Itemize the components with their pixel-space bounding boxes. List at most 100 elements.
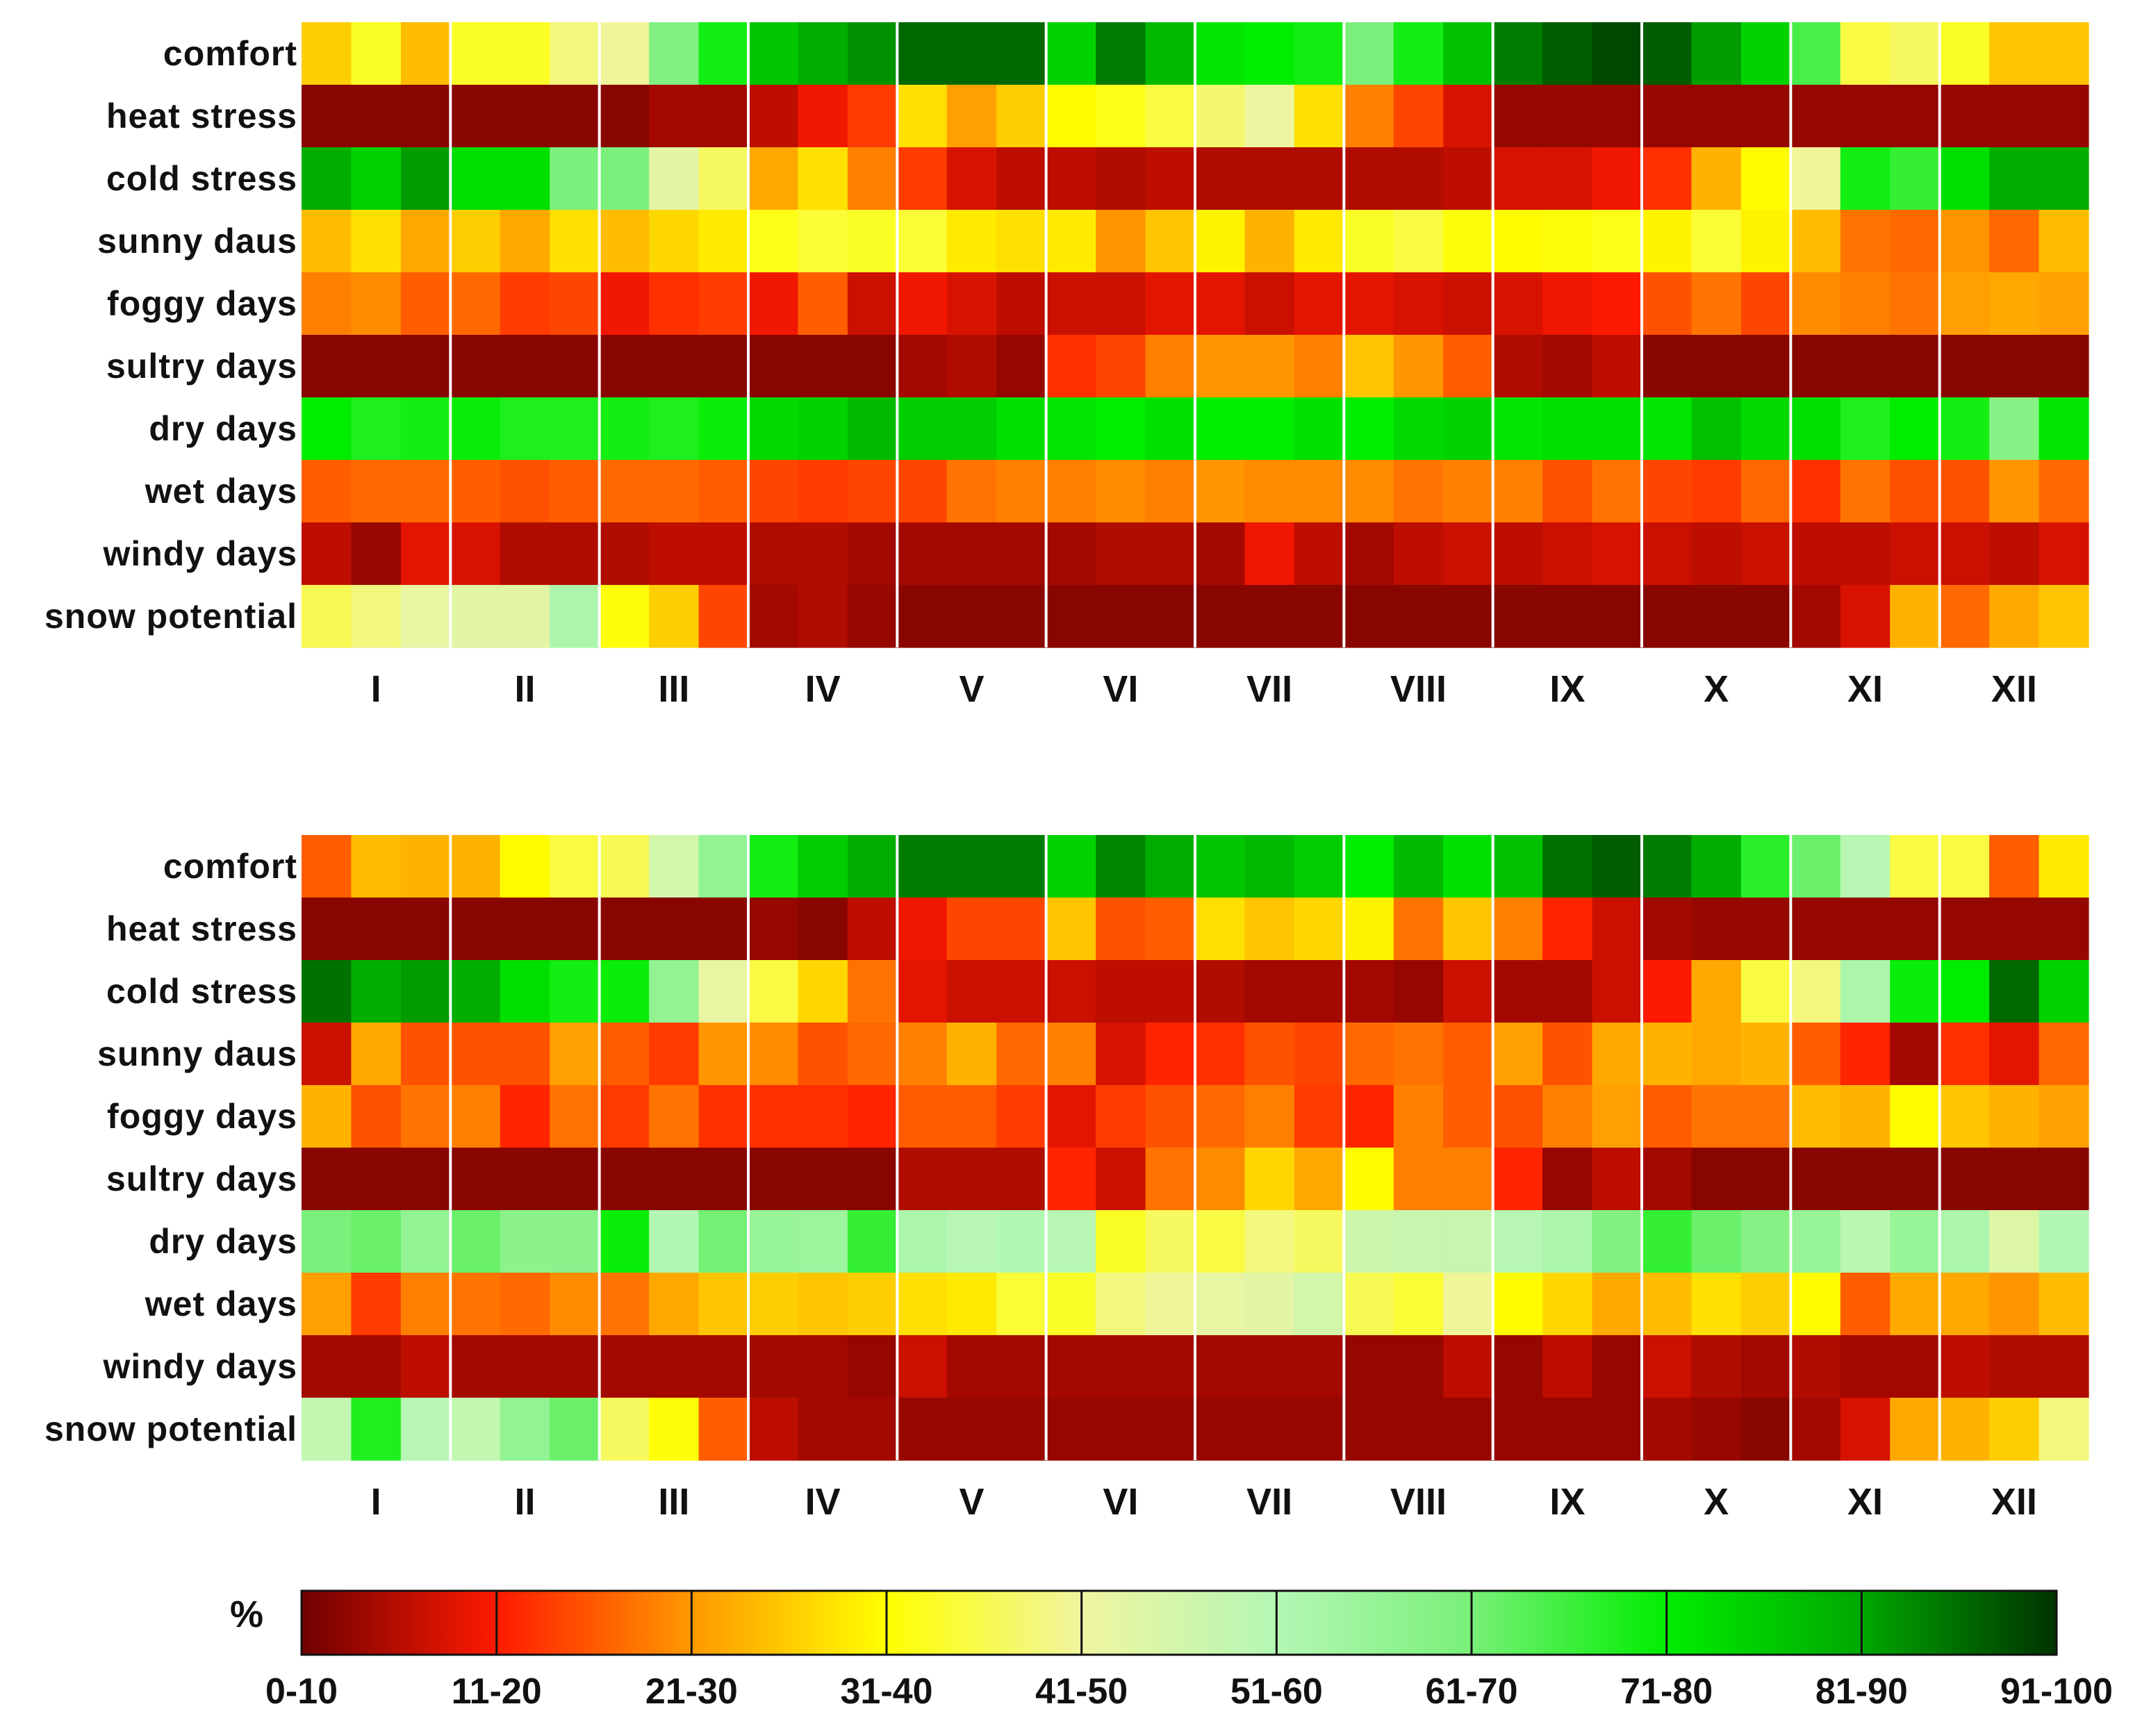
cell-bottom-snow-potential-11: [798, 1398, 848, 1461]
cell-top-heat-stress-32: [1840, 85, 1891, 148]
cell-top-windy-days-1: [302, 522, 352, 586]
cell-bottom-wet-days-35: [1989, 1273, 2040, 1336]
month-label-bottom-XI: XI: [1847, 1481, 1883, 1523]
cell-top-snow-potential-10: [748, 585, 799, 648]
cell-bottom-foggy-days-9: [698, 1085, 749, 1148]
cell-bottom-dry-days-4: [450, 1210, 501, 1273]
cell-top-windy-days-7: [599, 522, 650, 586]
cell-top-dry-days-20: [1244, 397, 1295, 461]
month-label-top-V: V: [959, 668, 984, 710]
cell-bottom-windy-days-4: [450, 1335, 501, 1398]
cell-top-dry-days-23: [1393, 397, 1444, 461]
cell-top-snow-potential-4: [450, 585, 501, 648]
cell-top-snow-potential-3: [400, 585, 451, 648]
cell-bottom-heat-stress-5: [500, 898, 550, 961]
cell-bottom-foggy-days-30: [1740, 1085, 1791, 1148]
colorbar-label-11-20: 11-20: [452, 1671, 542, 1712]
cell-top-sultry-days-13: [897, 335, 948, 398]
cell-top-comfort-12: [847, 22, 898, 85]
cell-top-snow-potential-28: [1642, 585, 1693, 648]
cell-bottom-comfort-34: [1939, 835, 1990, 898]
cell-top-comfort-26: [1542, 22, 1593, 85]
cell-top-snow-potential-33: [1890, 585, 1941, 648]
month-label-bottom-VII: VII: [1246, 1481, 1292, 1523]
cell-bottom-snow-potential-23: [1393, 1398, 1444, 1461]
cell-bottom-foggy-days-25: [1492, 1085, 1543, 1148]
cell-bottom-dry-days-7: [599, 1210, 650, 1273]
cell-bottom-snow-potential-36: [2039, 1398, 2089, 1461]
cell-bottom-windy-days-34: [1939, 1335, 1990, 1398]
cell-bottom-dry-days-6: [550, 1210, 600, 1273]
cell-bottom-sunny-daus-17: [1096, 1023, 1146, 1086]
cell-top-snow-potential-18: [1145, 585, 1196, 648]
cell-bottom-sultry-days-26: [1542, 1148, 1593, 1211]
cell-top-wet-days-8: [649, 460, 700, 523]
cell-top-wet-days-18: [1145, 460, 1196, 523]
cell-bottom-dry-days-25: [1492, 1210, 1543, 1273]
cell-top-sultry-days-35: [1989, 335, 2040, 398]
cell-top-sultry-days-8: [649, 335, 700, 398]
cell-bottom-wet-days-6: [550, 1273, 600, 1336]
cell-top-sultry-days-21: [1294, 335, 1344, 398]
cell-bottom-dry-days-30: [1740, 1210, 1791, 1273]
cell-top-comfort-20: [1244, 22, 1295, 85]
cell-bottom-snow-potential-20: [1244, 1398, 1295, 1461]
cell-bottom-windy-days-17: [1096, 1335, 1146, 1398]
cell-bottom-comfort-15: [996, 835, 1047, 898]
cell-bottom-foggy-days-12: [847, 1085, 898, 1148]
cell-bottom-windy-days-19: [1195, 1335, 1246, 1398]
row-label-top-comfort: comfort: [163, 34, 297, 73]
cell-top-snow-potential-35: [1989, 585, 2040, 648]
cell-top-sunny-daus-5: [500, 210, 550, 273]
cell-bottom-comfort-36: [2039, 835, 2089, 898]
cell-bottom-snow-potential-15: [996, 1398, 1047, 1461]
cell-bottom-heat-stress-6: [550, 898, 600, 961]
cell-bottom-cold-stress-30: [1740, 960, 1791, 1023]
cell-top-sunny-daus-11: [798, 210, 848, 273]
cell-bottom-comfort-14: [946, 835, 997, 898]
cell-bottom-sultry-days-8: [649, 1148, 700, 1211]
cell-bottom-sunny-daus-28: [1642, 1023, 1693, 1086]
cell-bottom-windy-days-15: [996, 1335, 1047, 1398]
cell-bottom-comfort-21: [1294, 835, 1344, 898]
cell-top-windy-days-16: [1046, 522, 1096, 586]
cell-top-snow-potential-22: [1344, 585, 1394, 648]
cell-bottom-comfort-13: [897, 835, 948, 898]
cell-bottom-cold-stress-9: [698, 960, 749, 1023]
cell-top-comfort-15: [996, 22, 1047, 85]
cell-bottom-wet-days-21: [1294, 1273, 1344, 1336]
month-label-bottom-VI: VI: [1103, 1481, 1138, 1523]
cell-top-sultry-days-15: [996, 335, 1047, 398]
cell-top-dry-days-15: [996, 397, 1047, 461]
cell-bottom-cold-stress-35: [1989, 960, 2040, 1023]
cell-top-wet-days-22: [1344, 460, 1394, 523]
cell-bottom-comfort-4: [450, 835, 501, 898]
panel-top: comfort heat stress cold stress sunny daus f…: [44, 22, 2089, 710]
cell-bottom-heat-stress-34: [1939, 898, 1990, 961]
cell-top-cold-stress-34: [1939, 147, 1990, 210]
cell-top-dry-days-19: [1195, 397, 1246, 461]
cell-top-cold-stress-13: [897, 147, 948, 210]
cell-top-cold-stress-16: [1046, 147, 1096, 210]
cell-bottom-wet-days-3: [400, 1273, 451, 1336]
cell-top-comfort-25: [1492, 22, 1543, 85]
cell-bottom-windy-days-12: [847, 1335, 898, 1398]
cell-bottom-sunny-daus-4: [450, 1023, 501, 1086]
cell-bottom-foggy-days-26: [1542, 1085, 1593, 1148]
cell-bottom-heat-stress-36: [2039, 898, 2089, 961]
cell-top-cold-stress-25: [1492, 147, 1543, 210]
cell-top-windy-days-13: [897, 522, 948, 586]
cell-bottom-windy-days-16: [1046, 1335, 1096, 1398]
cell-top-sultry-days-34: [1939, 335, 1990, 398]
cell-top-wet-days-21: [1294, 460, 1344, 523]
cell-top-sunny-daus-1: [302, 210, 352, 273]
cell-bottom-snow-potential-27: [1592, 1398, 1642, 1461]
cell-top-dry-days-13: [897, 397, 948, 461]
cell-bottom-snow-potential-16: [1046, 1398, 1096, 1461]
cell-top-dry-days-30: [1740, 397, 1791, 461]
cell-bottom-comfort-35: [1989, 835, 2040, 898]
cell-top-heat-stress-1: [302, 85, 352, 148]
cell-bottom-cold-stress-17: [1096, 960, 1146, 1023]
cell-bottom-dry-days-29: [1691, 1210, 1742, 1273]
